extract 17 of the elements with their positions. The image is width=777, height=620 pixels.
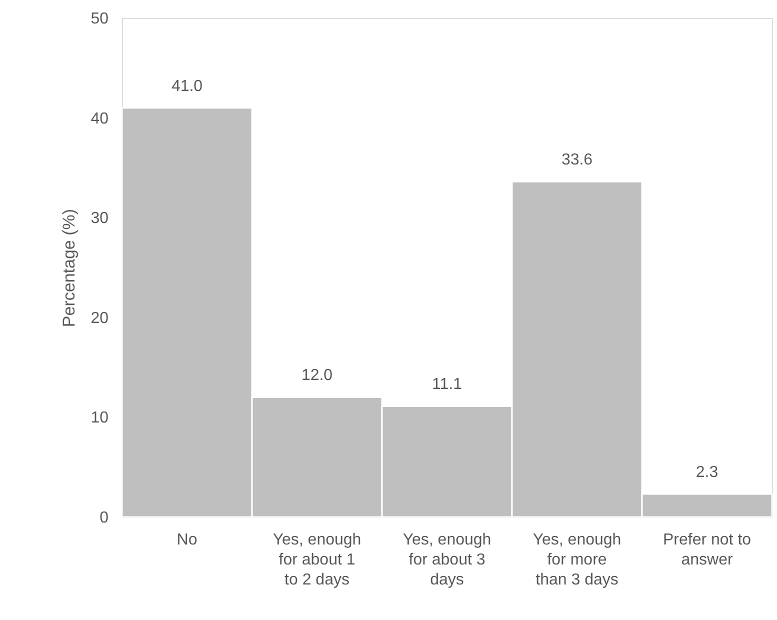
x-tick-label: Yes, enough for more than 3 days [532,532,622,588]
data-label: 41.0 [171,78,203,95]
x-tick-label: Yes, enough for about 3 days [402,532,492,588]
data-label: 33.6 [561,152,593,169]
y-tick-label: 0 [100,510,109,526]
data-label: 11.1 [432,376,462,394]
y-tick-label: 50 [90,10,109,28]
x-tick-label: Prefer not to answer [662,532,752,568]
y-axis-title: Percentage (%) [60,208,79,328]
x-tick-label: No [176,532,198,548]
y-tick-label: 30 [90,210,109,228]
x-tick-label: Yes, enough for about 1 to 2 days [272,532,362,588]
y-tick-label: 40 [90,110,109,128]
data-label: 2.3 [696,464,718,482]
data-label: 12.0 [301,367,333,384]
y-tick-label: 20 [90,310,109,327]
y-tick-label: 10 [90,410,109,427]
